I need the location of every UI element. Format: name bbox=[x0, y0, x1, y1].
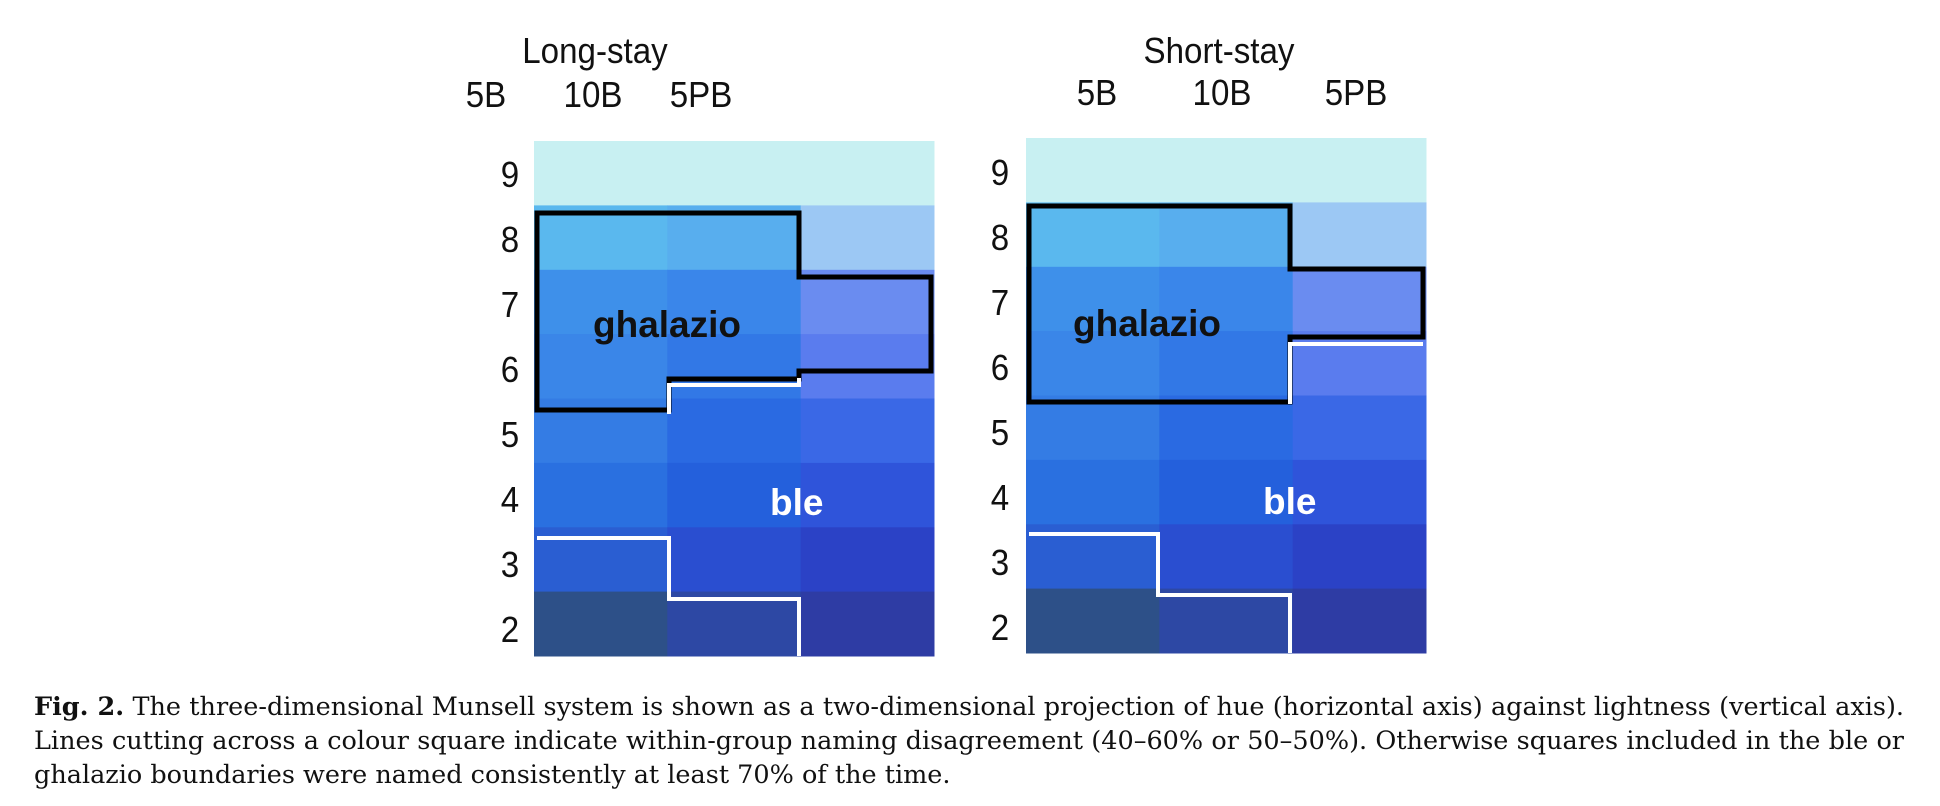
colour-square bbox=[1159, 202, 1294, 268]
colour-square bbox=[1026, 588, 1160, 654]
col-label-5pb: 5PB bbox=[1324, 72, 1388, 113]
row-label-8: 8 bbox=[990, 217, 1010, 258]
panel-title-long-stay: Long-stay bbox=[522, 30, 668, 71]
row-label-3: 3 bbox=[500, 544, 520, 585]
colour-square bbox=[667, 205, 802, 271]
colour-square bbox=[1292, 395, 1427, 461]
row-label-3: 3 bbox=[990, 542, 1010, 583]
munsell-grid-long-stay: ghalazio ble bbox=[534, 141, 935, 657]
colour-square bbox=[1026, 138, 1160, 203]
colour-square bbox=[800, 591, 935, 657]
row-label-7: 7 bbox=[500, 284, 520, 325]
colour-square bbox=[667, 527, 802, 593]
colour-square bbox=[534, 141, 668, 206]
ble-boundary-upper bbox=[1288, 342, 1423, 404]
row-label-5: 5 bbox=[990, 412, 1010, 453]
colour-square bbox=[1292, 588, 1427, 654]
colour-square bbox=[800, 398, 935, 464]
colour-square bbox=[1026, 331, 1160, 396]
colour-square bbox=[667, 269, 802, 335]
colour-square bbox=[1292, 266, 1427, 332]
row-label-6: 6 bbox=[500, 349, 520, 390]
colour-square bbox=[667, 334, 802, 399]
colour-square bbox=[800, 527, 935, 593]
colour-square bbox=[667, 591, 802, 657]
colour-square bbox=[800, 141, 935, 206]
colour-square bbox=[800, 269, 935, 335]
colour-square bbox=[800, 334, 935, 399]
munsell-grid-short-stay: ghalazio ble bbox=[1026, 138, 1427, 654]
ble-label: ble bbox=[770, 482, 823, 523]
colour-square bbox=[534, 334, 668, 399]
col-label-10b: 10B bbox=[1192, 72, 1252, 113]
colour-square bbox=[1292, 524, 1427, 590]
row-label-7: 7 bbox=[990, 282, 1010, 323]
row-label-8: 8 bbox=[500, 219, 520, 260]
colour-square bbox=[667, 141, 802, 206]
colour-square bbox=[1159, 395, 1294, 461]
col-label-10b: 10B bbox=[563, 74, 623, 115]
row-label-9: 9 bbox=[500, 154, 520, 195]
colour-square bbox=[1159, 459, 1294, 525]
colour-square bbox=[534, 591, 668, 657]
colour-square bbox=[534, 462, 668, 528]
row-label-4: 4 bbox=[990, 477, 1010, 518]
colour-square bbox=[1292, 138, 1427, 203]
row-label-5: 5 bbox=[500, 414, 520, 455]
row-label-4: 4 bbox=[500, 479, 520, 520]
colour-square bbox=[1159, 331, 1294, 396]
ghalazio-label: ghalazio bbox=[1073, 303, 1221, 344]
colour-square bbox=[1159, 266, 1294, 332]
row-label-2: 2 bbox=[990, 607, 1010, 648]
col-label-5pb: 5PB bbox=[669, 74, 733, 115]
row-label-2: 2 bbox=[500, 609, 520, 650]
colour-square bbox=[534, 205, 668, 271]
colour-square bbox=[667, 462, 802, 528]
colour-square bbox=[1026, 395, 1160, 461]
colour-square bbox=[1026, 459, 1160, 525]
ble-label: ble bbox=[1263, 481, 1316, 522]
colour-square bbox=[1026, 202, 1160, 268]
col-label-5b: 5B bbox=[1076, 72, 1118, 113]
row-label-9: 9 bbox=[990, 152, 1010, 193]
ghalazio-boundary bbox=[534, 210, 934, 413]
colour-square bbox=[667, 398, 802, 464]
colour-square bbox=[800, 205, 935, 271]
colour-square bbox=[1159, 524, 1294, 590]
col-label-5b: 5B bbox=[465, 74, 507, 115]
caption-label: Fig. 2. bbox=[34, 692, 125, 722]
ghalazio-boundary bbox=[1026, 203, 1426, 405]
colour-square bbox=[1292, 331, 1427, 396]
colour-square bbox=[1159, 588, 1294, 654]
colour-square bbox=[1292, 459, 1427, 525]
colour-square bbox=[1159, 138, 1294, 203]
ghalazio-label: ghalazio bbox=[593, 304, 741, 345]
caption-text: The three-dimensional Munsell system is … bbox=[34, 692, 1905, 790]
colour-square bbox=[1026, 266, 1160, 332]
row-label-6: 6 bbox=[990, 347, 1010, 388]
panel-title-short-stay: Short-stay bbox=[1143, 30, 1295, 71]
colour-square bbox=[1292, 202, 1427, 268]
ble-boundary-lower bbox=[537, 536, 801, 656]
colour-square bbox=[800, 462, 935, 528]
colour-square bbox=[534, 269, 668, 335]
ble-boundary-upper bbox=[667, 378, 801, 414]
ble-boundary-lower bbox=[1029, 532, 1292, 653]
figure-caption: Fig. 2. The three-dimensional Munsell sy… bbox=[34, 690, 1904, 792]
